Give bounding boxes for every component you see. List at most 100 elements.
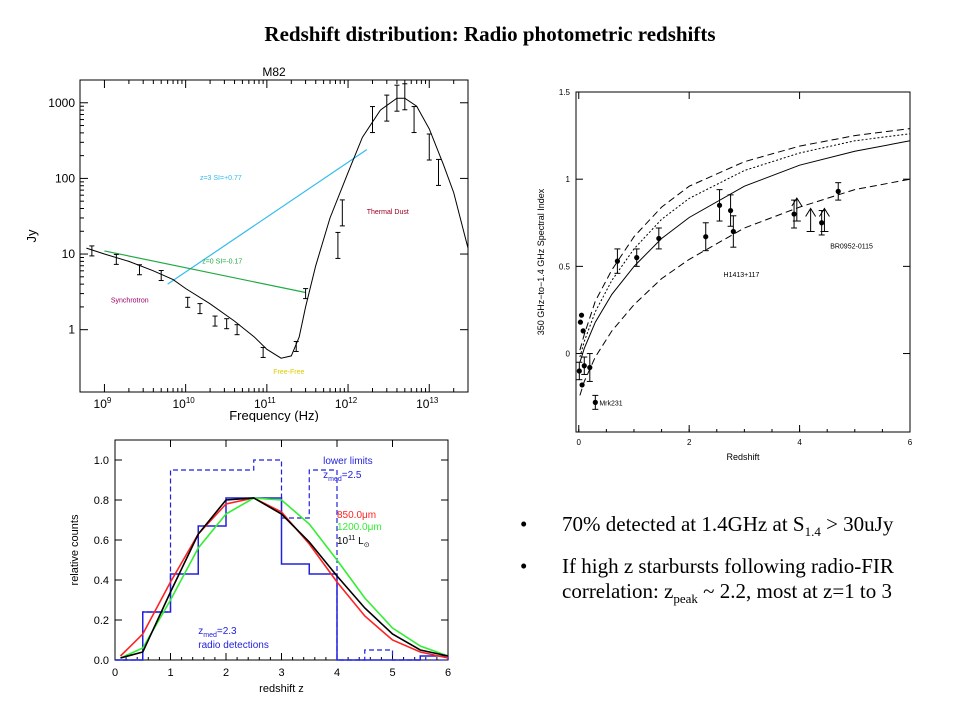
y-tick-label: 1.0 [94, 455, 109, 467]
bullet-subscript: peak [673, 591, 698, 607]
data-point [716, 202, 723, 208]
x-tick-label: 109 [94, 396, 112, 411]
legend-radio-detections: radio detections [198, 640, 269, 651]
x-tick-label: 1011 [254, 396, 276, 411]
data-point [592, 399, 598, 405]
data-point [656, 235, 662, 242]
y-tick-label: 0.0 [94, 655, 109, 667]
model-curve [579, 128, 911, 351]
bullet-text: ~ 2.2, most at z=1 to 3 [697, 579, 893, 604]
y-tick-label: 0 [566, 350, 571, 359]
bullet-text: If high z starbursts following radio-FIR… [562, 554, 894, 604]
data-point [581, 363, 587, 369]
point-label: H1413+117 [724, 272, 760, 279]
histogram-radio-detections [115, 497, 449, 661]
x-tick-label: 5 [389, 667, 395, 679]
bullet-text: 70% detected at 1.4GHz at S [562, 512, 805, 536]
y-axis-label: 350 GHz−to−1.4 GHz Spectral Index [536, 188, 546, 335]
y-tick-label: 0.2 [94, 615, 109, 627]
legend-series: 850.0μm [337, 510, 376, 521]
x-tick-label: 2 [223, 667, 229, 679]
sed-curve [86, 97, 469, 359]
data-point [580, 328, 586, 334]
data-point [703, 234, 709, 240]
y-tick-label: 10 [62, 247, 76, 261]
legend-zmed-radio: zmed=2.3 [198, 626, 237, 639]
lower-limit-arrowhead [805, 207, 817, 217]
y-tick-label: 1 [566, 175, 571, 184]
data-point [791, 211, 797, 217]
y-tick-label: 0.4 [94, 575, 109, 587]
x-tick-label: 4 [334, 667, 340, 679]
data-point [614, 258, 621, 264]
x-tick-label: 6 [908, 438, 913, 447]
plot-frame [79, 79, 469, 393]
data-point [634, 255, 640, 261]
x-tick-label: 4 [797, 438, 802, 447]
model-curve [579, 178, 911, 396]
x-tick-label: 1013 [416, 396, 439, 411]
model-curve [579, 140, 911, 363]
x-tick-label: 1 [167, 667, 173, 679]
x-tick-label: 6 [445, 667, 451, 679]
y-tick-label: 1000 [48, 96, 75, 110]
m82-sed-chart: M82 109 1010 1011 1012 1013 1 10 100 1000 Frequenc… [24, 65, 469, 422]
data-point [579, 382, 585, 388]
y-tick-label: 100 [55, 171, 75, 185]
plot-frame [575, 91, 911, 433]
model-curve [579, 133, 911, 358]
y-tick-label: 0.8 [94, 495, 109, 507]
lower-limit-arrowhead [791, 197, 803, 207]
x-tick-label: 3 [278, 667, 284, 679]
x-tick-label: 0 [112, 667, 118, 679]
y-tick-label: 1.5 [559, 88, 571, 97]
slide-title: Redshift distribution: Radio photometric… [264, 22, 716, 46]
x-axis-label: redshift z [259, 683, 304, 695]
x-tick-label: 1012 [335, 396, 358, 411]
bullet-marker: • [520, 554, 528, 579]
chart-title: M82 [262, 65, 286, 79]
bullet-item: • 70% detected at 1.4GHz at S1.4 > 30uJy [518, 512, 938, 544]
x-tick-label: 1010 [173, 396, 196, 411]
y-axis-label: relative counts [69, 514, 81, 585]
legend-zmed-lower: zmed=2.5 [323, 470, 362, 483]
data-point [587, 364, 593, 371]
spectral-index-chart: 0 2 4 6 0 0.5 1 1.5 Redshift 350 GHz−to−1.4 GHz S… [536, 88, 913, 462]
data-point [727, 207, 734, 214]
x-tick-label: 0 [577, 438, 582, 447]
redshift-histogram-chart: 0 1 2 3 4 5 6 0.0 0.2 0.4 0.6 0.8 1.0 redshift z relat… [69, 439, 451, 695]
legend-series: 1011 L⊙ [337, 535, 370, 549]
si-line [167, 149, 368, 285]
y-tick-label: 1 [68, 323, 75, 337]
x-tick-label: 2 [687, 438, 692, 447]
y-tick-label: 0.5 [559, 262, 571, 271]
point-label: BR0952-0115 [830, 243, 873, 250]
bullet-marker: • [520, 512, 528, 536]
y-tick-label: 0.6 [94, 535, 109, 547]
annotation-label: Free-Free [273, 369, 304, 376]
data-point [578, 312, 585, 318]
legend-series: 1200.0μm [337, 522, 382, 533]
bullet-list: • 70% detected at 1.4GHz at S1.4 > 30uJy… [518, 512, 938, 621]
data-point [576, 368, 582, 374]
y-axis-label: Jy [24, 229, 39, 243]
legend-lower-limits: lower limits [323, 456, 372, 467]
data-point [819, 220, 825, 226]
bullet-subscript: 1.4 [804, 524, 821, 540]
si-line-label: z=0 SI=-0.17 [202, 258, 242, 265]
annotation-label: Thermal Dust [367, 209, 409, 216]
x-axis-label: Redshift [726, 452, 760, 462]
lower-limit-arrowhead [819, 207, 830, 217]
x-axis-label: Frequency (Hz) [229, 408, 319, 422]
data-point [577, 319, 584, 325]
point-label: Mrk231 [599, 400, 622, 407]
annotation-label: Synchrotron [111, 297, 149, 304]
data-point [730, 228, 736, 235]
model-curve [120, 497, 449, 659]
si-line [104, 250, 306, 294]
bullet-item: • If high z starbursts following radio-F… [518, 554, 938, 611]
bullet-text: > 30uJy [820, 512, 894, 536]
data-point [835, 188, 841, 194]
model-curve [119, 497, 449, 659]
si-line-label: z=3 SI=+0.77 [200, 175, 242, 182]
